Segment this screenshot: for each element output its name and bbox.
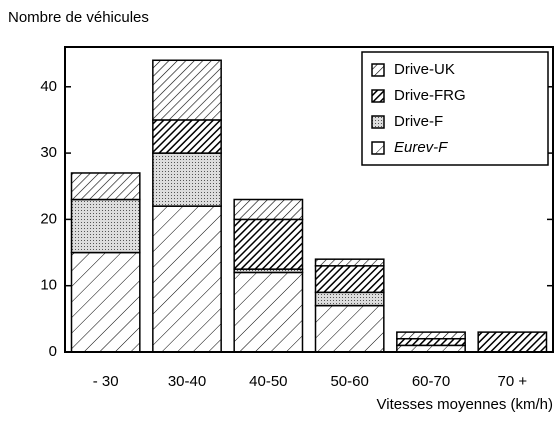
legend-swatch — [371, 63, 385, 77]
bar-segment — [152, 152, 222, 207]
bar-segment — [233, 218, 304, 270]
bar-segment — [314, 291, 385, 307]
x-axis-title: Vitesses moyennes (km/h) — [377, 396, 553, 413]
bar-segment — [314, 258, 385, 267]
legend-swatch — [371, 115, 385, 129]
x-tick-label: 30-40 — [168, 373, 206, 390]
legend-swatch — [371, 141, 385, 155]
bar-segment — [70, 172, 141, 201]
x-tick-label: 70 + — [498, 373, 528, 390]
x-tick-label: 60-70 — [412, 373, 450, 390]
x-tick-label: - 30 — [93, 373, 119, 390]
legend-label: Eurev-F — [394, 139, 448, 156]
y-axis-title: Nombre de véhicules — [8, 9, 149, 26]
y-tick-label: 40 — [40, 78, 57, 95]
legend-label: Drive-F — [394, 113, 443, 130]
y-tick-label: 20 — [40, 210, 57, 227]
bar-segment — [477, 331, 548, 353]
bar-segment — [396, 331, 466, 340]
bar-segment — [233, 271, 304, 353]
bar-segment — [152, 59, 222, 121]
bar-segment — [233, 198, 304, 221]
bar-segment — [314, 304, 385, 353]
legend-box — [361, 51, 549, 166]
bar-segment — [314, 265, 385, 294]
x-tick-label: 40-50 — [249, 373, 287, 390]
legend-label: Drive-UK — [394, 61, 455, 78]
bar-segment — [396, 337, 466, 347]
y-tick-label: 10 — [40, 277, 57, 294]
plot-frame — [64, 46, 554, 353]
legend-label: Drive-FRG — [394, 87, 466, 104]
bar-segment — [70, 251, 141, 353]
y-tick-label: 30 — [40, 144, 57, 161]
bar-segment — [152, 119, 222, 154]
bar-segment — [152, 205, 222, 353]
bar-segment — [70, 198, 141, 254]
legend-swatch — [371, 89, 385, 103]
y-tick-label: 0 — [49, 343, 57, 360]
x-tick-label: 50-60 — [330, 373, 368, 390]
